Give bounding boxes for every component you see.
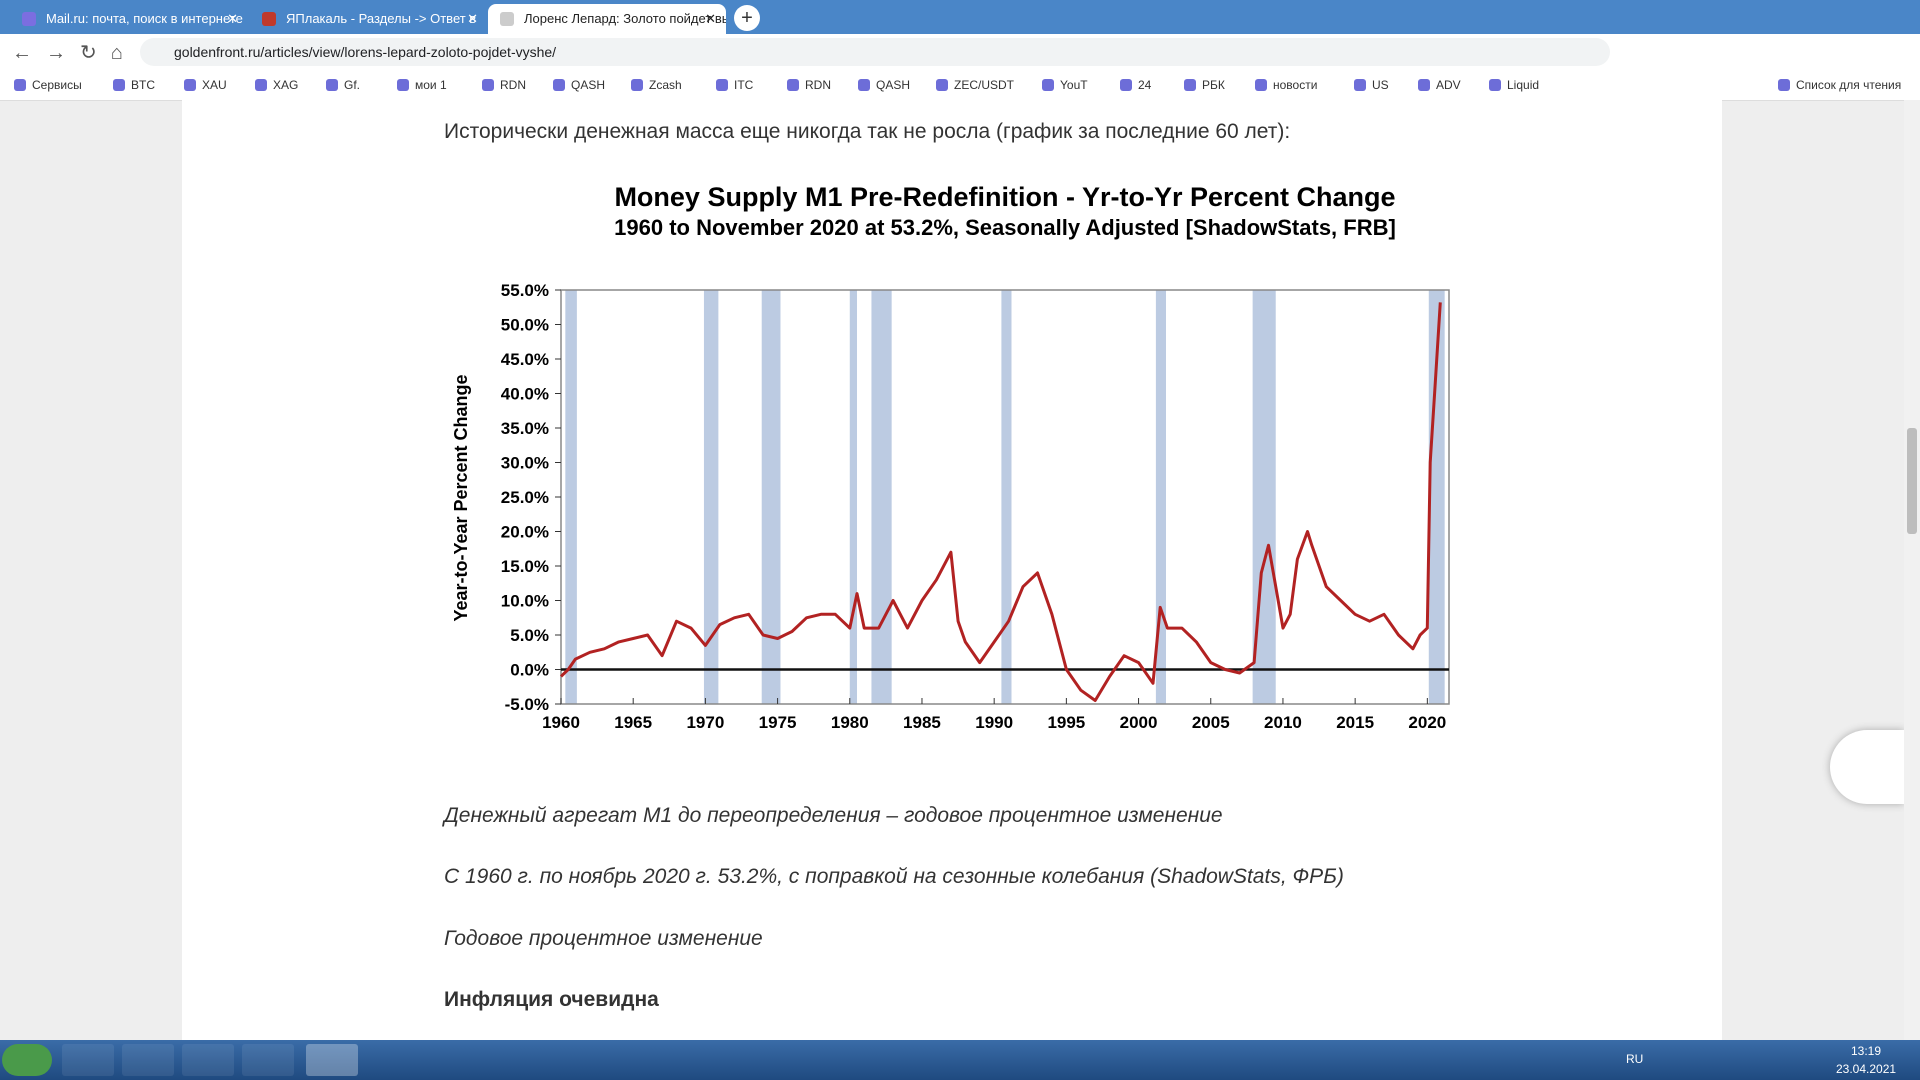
bookmark[interactable]: RDN	[482, 78, 526, 92]
bookmark[interactable]: мои 1	[397, 78, 447, 92]
clock-date[interactable]: 23.04.2021	[1836, 1062, 1897, 1076]
reading-list[interactable]: Список для чтения	[1778, 78, 1901, 92]
y-tick-label: 15.0%	[501, 557, 549, 576]
y-tick-label: 20.0%	[501, 523, 549, 542]
y-tick-label: 45.0%	[501, 350, 549, 369]
x-tick-label: 1970	[686, 713, 724, 732]
recession-band	[871, 290, 892, 704]
y-tick-label: 5.0%	[510, 626, 549, 645]
chart-subtitle: 1960 to November 2020 at 53.2%, Seasonal…	[614, 215, 1396, 240]
new-tab[interactable]: +	[734, 5, 760, 31]
chart: Money Supply M1 Pre-Redefinition - Yr-to…	[451, 182, 1450, 732]
bookmark[interactable]: YouT	[1042, 78, 1088, 92]
bookmark[interactable]: Gf.	[326, 78, 360, 92]
nav-buttons[interactable]: ←→↻⌂	[12, 42, 137, 64]
tab-title: Лоренс Лепард: Золото пойдет выше	[524, 11, 726, 26]
bookmark[interactable]: US	[1354, 78, 1389, 92]
bookmark[interactable]: QASH	[858, 78, 910, 92]
data-line	[559, 302, 1442, 702]
x-tick-label: 2020	[1408, 713, 1446, 732]
bookmark[interactable]: Сервисы	[14, 78, 82, 92]
x-tick-label: 1985	[903, 713, 941, 732]
taskbar: RU 13:19 23.04.2021	[0, 1040, 1920, 1080]
bookmark[interactable]: новости	[1255, 78, 1317, 92]
x-tick-label: 2005	[1192, 713, 1230, 732]
taskbar-app[interactable]	[62, 1044, 114, 1076]
taskbar-app[interactable]	[122, 1044, 174, 1076]
x-tick-label: 2015	[1336, 713, 1374, 732]
bookmark[interactable]: BTC	[113, 78, 155, 92]
tab[interactable]: Лоренс Лепард: Золото пойдет выше✕	[488, 4, 726, 34]
tab[interactable]: Mail.ru: почта, поиск в интернете ✕	[10, 4, 248, 34]
recession-band	[1428, 290, 1445, 704]
recession-band	[703, 290, 719, 704]
url-text: goldenfront.ru/articles/view/lorens-lepa…	[174, 44, 557, 60]
language[interactable]: RU	[1626, 1052, 1644, 1066]
taskbar-app[interactable]	[182, 1044, 234, 1076]
recession-band	[1001, 290, 1012, 704]
recession-band	[761, 290, 781, 704]
tab-bar: Mail.ru: почта, поиск в интернете ✕ ЯПлак…	[0, 0, 1920, 34]
scroll-thumb[interactable]	[1907, 428, 1917, 534]
bookmarks-bar: Сервисы BTC XAU XAG Gf. мои 1 RDN QASH Zcash ITC R…	[0, 70, 1920, 101]
y-tick-label: 0.0%	[510, 661, 549, 680]
y-tick-label: 50.0%	[501, 316, 549, 335]
widget-button[interactable]	[1830, 730, 1904, 804]
bookmark[interactable]: ADV	[1418, 78, 1461, 92]
y-tick-label: 10.0%	[501, 592, 549, 611]
caption: Годовое процентное изменение	[444, 927, 763, 950]
x-tick-label: 1980	[831, 713, 869, 732]
y-tick-label: -5.0%	[505, 695, 549, 714]
toolbar: ←→↻⌂ goldenfront.ru/articles/view/lorens…	[0, 34, 1920, 70]
address-bar[interactable]: goldenfront.ru/articles/view/lorens-lepa…	[140, 38, 1610, 66]
y-tick-label: 40.0%	[501, 385, 549, 404]
bookmark[interactable]: ZEC/USDT	[936, 78, 1014, 92]
tab[interactable]: ЯПлакаль - Разделы -> Ответ в ✕	[250, 4, 488, 34]
recession-band	[1155, 290, 1166, 704]
taskbar-app-active[interactable]	[306, 1044, 358, 1076]
bookmark[interactable]: RDN	[787, 78, 831, 92]
article: Исторически денежная масса еще никогда т…	[182, 100, 1904, 1040]
x-tick-label: 1995	[1047, 713, 1085, 732]
tab-title: Mail.ru: почта, поиск в интернете	[46, 11, 243, 26]
bookmark[interactable]: Liquid	[1489, 78, 1539, 92]
taskbar-app[interactable]	[242, 1044, 294, 1076]
bookmark[interactable]: Zcash	[631, 78, 682, 92]
clock-time[interactable]: 13:19	[1850, 1044, 1882, 1058]
bookmark[interactable]: РБК	[1184, 78, 1225, 92]
x-tick-label: 2010	[1264, 713, 1302, 732]
x-tick-label: 1965	[614, 713, 652, 732]
bookmark[interactable]: ITC	[716, 78, 753, 92]
y-tick-label: 35.0%	[501, 419, 549, 438]
x-tick-label: 1975	[759, 713, 797, 732]
bookmark[interactable]: 24	[1120, 78, 1151, 92]
start-button[interactable]	[2, 1044, 52, 1076]
scrollbar[interactable]	[1904, 100, 1920, 1040]
y-tick-label: 30.0%	[501, 454, 549, 473]
heading: Инфляция очевидна	[444, 988, 659, 1011]
x-tick-label: 1960	[542, 713, 580, 732]
recession-band	[849, 290, 857, 704]
y-tick-label: 55.0%	[501, 281, 549, 300]
tab-title: ЯПлакаль - Разделы -> Ответ в	[286, 11, 477, 26]
y-axis-label: Year-to-Year Percent Change	[451, 374, 471, 621]
chart-title: Money Supply M1 Pre-Redefinition - Yr-to…	[614, 182, 1395, 212]
bookmark[interactable]: XAU	[184, 78, 227, 92]
bookmark[interactable]: QASH	[553, 78, 605, 92]
x-tick-label: 1990	[975, 713, 1013, 732]
caption: Денежный агрегат М1 до переопределения –…	[444, 804, 1223, 827]
y-tick-label: 25.0%	[501, 488, 549, 507]
bookmark[interactable]: XAG	[255, 78, 298, 92]
recession-band	[565, 290, 577, 704]
x-tick-label: 2000	[1120, 713, 1158, 732]
paragraph: Исторически денежная масса еще никогда т…	[444, 120, 1291, 143]
caption: С 1960 г. по ноябрь 2020 г. 53.2%, с поп…	[444, 865, 1344, 888]
